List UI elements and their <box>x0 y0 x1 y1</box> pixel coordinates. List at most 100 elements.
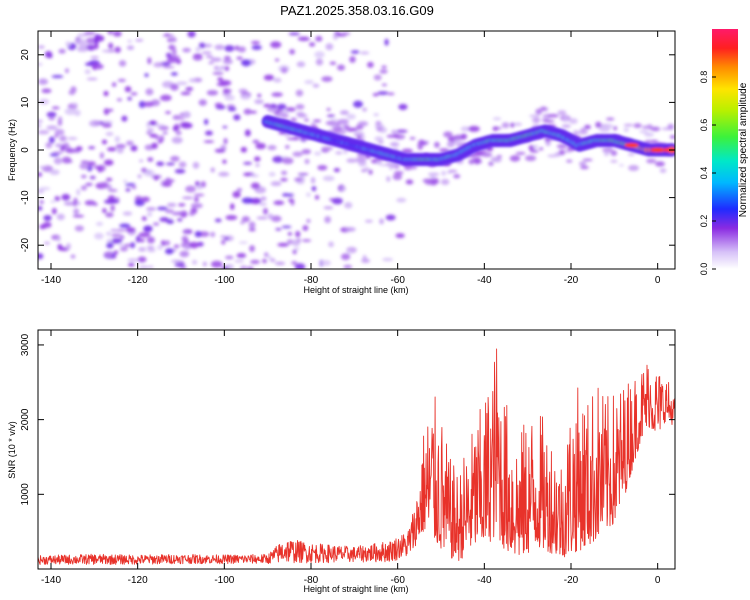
noise-speckle <box>224 66 230 71</box>
noise-speckle <box>216 67 223 72</box>
noise-speckle <box>208 61 214 65</box>
ridge-haze <box>529 149 539 153</box>
noise-speckle <box>125 227 136 233</box>
noise-speckle <box>241 197 254 204</box>
noise-speckle <box>346 250 352 255</box>
noise-speckle <box>164 240 171 246</box>
noise-speckle <box>280 67 288 74</box>
noise-speckle <box>57 119 63 126</box>
noise-speckle <box>151 142 158 150</box>
noise-speckle <box>225 214 238 221</box>
noise-speckle <box>310 176 316 184</box>
noise-speckle <box>193 193 205 197</box>
y-tick-label: 0 <box>20 147 31 153</box>
noise-speckle <box>267 213 274 220</box>
noise-speckle <box>349 56 356 63</box>
noise-speckle <box>243 108 252 115</box>
noise-speckle <box>119 235 125 240</box>
noise-speckle <box>191 259 198 265</box>
ridge-haze <box>558 149 566 156</box>
ridge-haze <box>333 127 341 133</box>
noise-speckle <box>119 246 128 252</box>
noise-speckle <box>110 204 115 212</box>
noise-speckle <box>93 35 105 42</box>
chart-title: PAZ1.2025.358.03.16.G09 <box>280 3 434 18</box>
noise-speckle <box>247 266 254 269</box>
noise-speckle <box>301 149 312 155</box>
ridge-haze <box>646 158 657 164</box>
noise-speckle <box>74 109 81 117</box>
x-tick-label: -40 <box>477 575 492 586</box>
noise-speckle <box>41 88 52 94</box>
colorbar-ticks: 0.0 0.2 0.4 0.6 0.8 <box>699 71 716 275</box>
ridge-haze <box>613 126 618 131</box>
ridge-haze <box>623 123 634 127</box>
noise-speckle <box>386 176 391 182</box>
ridge-haze <box>533 144 539 150</box>
noise-speckle <box>222 125 228 129</box>
noise-speckle <box>146 207 157 211</box>
noise-speckle <box>250 182 261 189</box>
noise-speckle <box>250 259 260 264</box>
noise-speckle <box>273 200 285 206</box>
x-tick-label: -100 <box>214 275 234 286</box>
noise-speckle <box>264 252 269 257</box>
noise-speckle <box>277 242 290 247</box>
noise-speckle <box>295 89 304 97</box>
colorbar-tick-label: 0.6 <box>699 119 709 132</box>
ridge-haze <box>564 150 572 153</box>
ridge-haze <box>661 127 673 131</box>
ridge-haze <box>429 172 436 179</box>
noise-speckle <box>170 72 178 76</box>
noise-speckle <box>350 50 360 54</box>
noise-speckle <box>172 114 181 121</box>
noise-speckle <box>297 36 310 42</box>
noise-speckle <box>115 143 126 149</box>
noise-speckle <box>64 68 70 74</box>
noise-speckle <box>310 122 317 126</box>
noise-speckle <box>127 258 140 262</box>
noise-speckle <box>143 225 153 233</box>
noise-speckle <box>267 145 277 151</box>
noise-speckle <box>103 108 110 115</box>
noise-speckle <box>359 51 370 55</box>
noise-speckle <box>53 157 63 165</box>
noise-speckle <box>165 111 171 114</box>
noise-speckle <box>194 231 202 238</box>
noise-speckle <box>210 57 222 62</box>
noise-speckle <box>137 256 147 263</box>
noise-speckle <box>259 202 267 206</box>
noise-speckle <box>232 191 241 198</box>
ridge-haze <box>563 116 568 123</box>
noise-speckle <box>116 147 124 154</box>
noise-speckle <box>324 216 331 224</box>
ridge-haze <box>542 119 555 123</box>
noise-speckle <box>59 135 67 142</box>
noise-speckle <box>165 162 176 166</box>
ridge-haze <box>285 107 296 112</box>
snr-panel: -140 -120 -100 -80 -60 -40 -20 0 1000 2000 3000 H… <box>7 329 676 594</box>
noise-speckle <box>172 125 178 132</box>
noise-speckle <box>277 103 287 110</box>
noise-speckle <box>80 174 87 179</box>
ridge-haze <box>545 140 551 147</box>
ridge-haze <box>627 153 635 156</box>
noise-speckle <box>101 49 112 53</box>
ridge-haze <box>501 122 510 129</box>
x-tick-label: -120 <box>128 275 148 286</box>
noise-speckle <box>103 199 116 204</box>
noise-speckle <box>339 110 349 115</box>
noise-speckle <box>304 80 314 85</box>
noise-speckle <box>255 163 260 167</box>
noise-speckle <box>387 92 395 96</box>
noise-speckle <box>152 222 160 226</box>
noise-speckle <box>295 230 301 238</box>
ridge-haze <box>416 143 425 147</box>
ridge-haze <box>446 141 455 148</box>
noise-speckle <box>171 48 177 56</box>
noise-speckle <box>329 61 337 65</box>
noise-speckle <box>143 101 154 107</box>
noise-speckle <box>38 45 45 49</box>
ridge-haze <box>580 127 587 131</box>
noise-speckle <box>170 155 180 162</box>
